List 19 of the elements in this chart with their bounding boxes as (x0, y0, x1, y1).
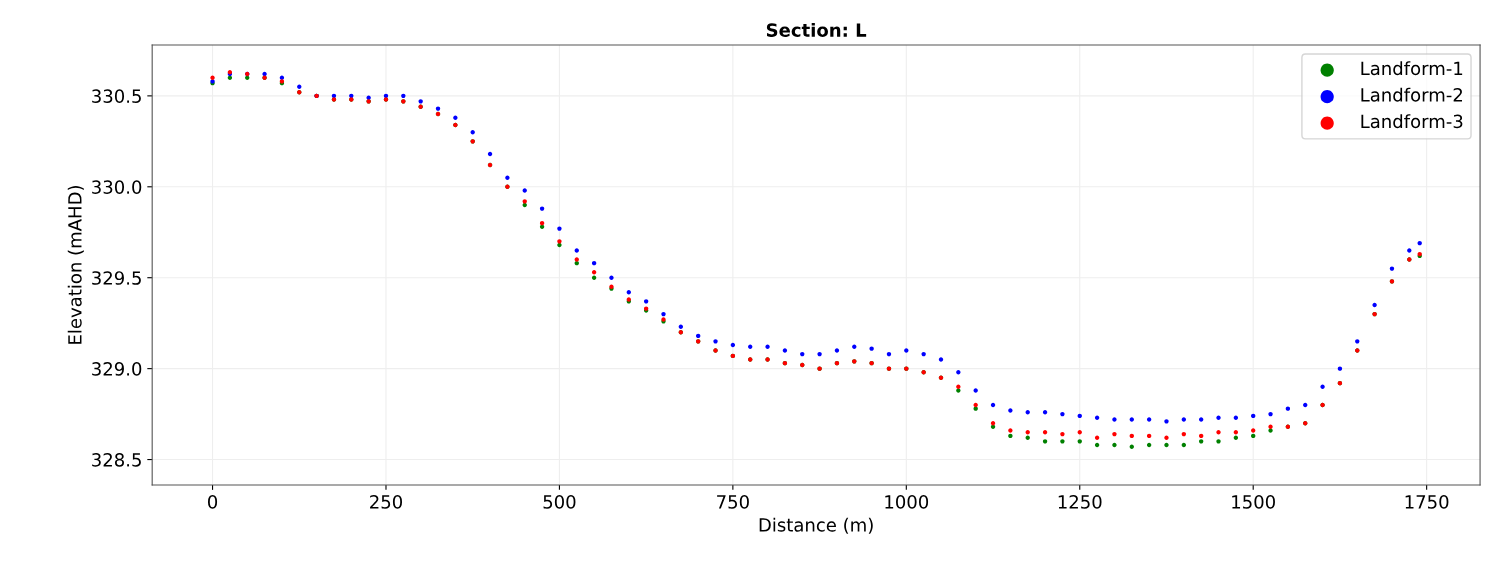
legend-label: Landform-3 (1361, 114, 1463, 129)
y-tick-label: 330.5 (92, 89, 141, 103)
x-tick-label: 0 (207, 495, 218, 509)
x-tick-label: 250 (370, 495, 403, 509)
y-tick-label: 328.5 (92, 453, 141, 467)
y-axis-title: Elevation (mAHD) (67, 185, 84, 344)
x-tick-label: 1750 (1405, 495, 1449, 509)
y-tick-label: 329.0 (92, 362, 142, 376)
x-axis-title: Distance (m) (759, 517, 873, 534)
y-tick-label: 329.5 (92, 271, 141, 285)
x-tick-label: 500 (543, 495, 576, 509)
x-tick-label: 1250 (1058, 495, 1102, 509)
x-tick-label: 1500 (1232, 495, 1275, 509)
legend-label: Landform-1 (1361, 61, 1463, 76)
x-tick-label: 1000 (885, 495, 929, 509)
chart-title: Section: L (766, 22, 867, 37)
legend-label: Landform-2 (1361, 87, 1463, 102)
x-tick-label: 750 (717, 495, 749, 509)
y-tick-label: 330.0 (92, 180, 142, 194)
